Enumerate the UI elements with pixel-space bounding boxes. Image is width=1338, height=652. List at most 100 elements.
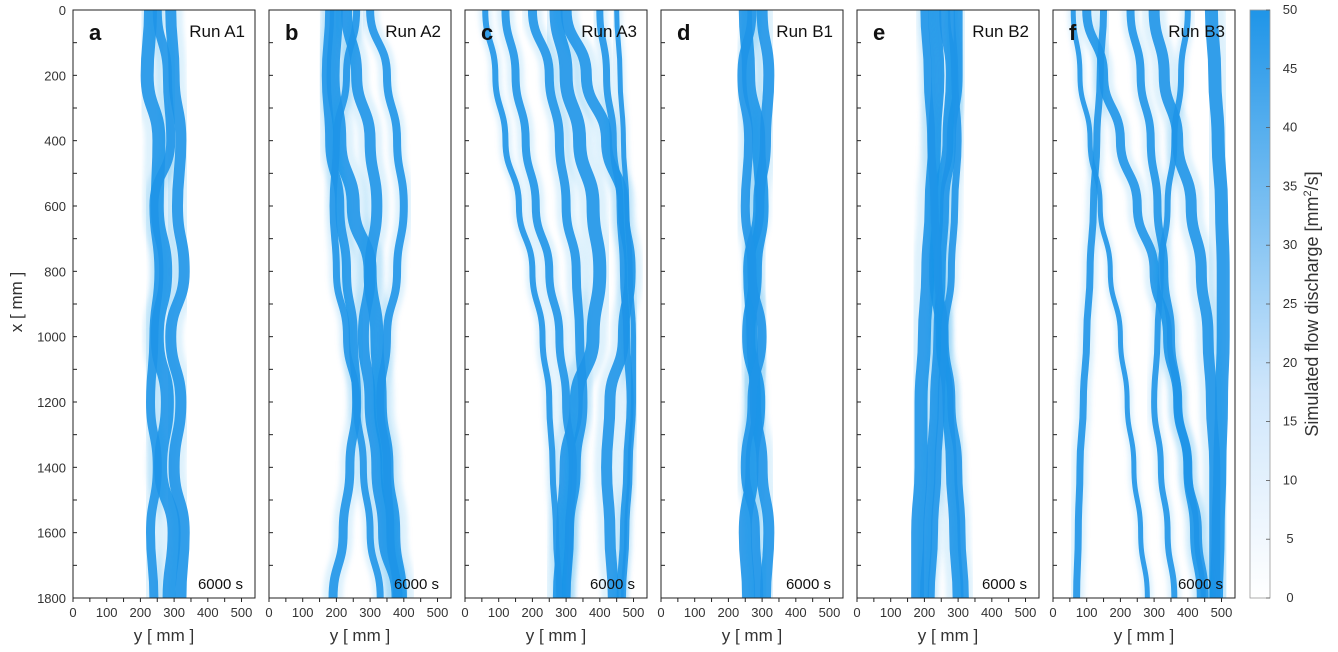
colorbar-tick-label: 15 — [1283, 414, 1297, 429]
y-tick-label: 200 — [914, 605, 936, 620]
y-tick-label: 300 — [359, 605, 381, 620]
panel-e-channels — [903, 10, 974, 598]
panel-time-label: 6000 s — [1178, 576, 1223, 593]
colorbar-tick-label: 35 — [1283, 178, 1297, 193]
y-tick-label: 300 — [751, 605, 773, 620]
channel-strand — [1151, 10, 1191, 598]
panel-run-label: Run B3 — [1168, 22, 1225, 41]
channel-strand — [927, 10, 962, 598]
y-tick-label: 500 — [427, 605, 449, 620]
y-tick-label: 200 — [1110, 605, 1132, 620]
panel-c: 0 100 200 300 400 500 y [ mm ] c Run A3 6000 s — [461, 9, 648, 645]
x-tick-label: 0 — [59, 3, 66, 18]
x-tick-label: 600 — [44, 199, 66, 214]
colorbar-tick-label: 10 — [1283, 472, 1297, 487]
y-tick-label: 100 — [684, 605, 706, 620]
x-tick-label: 1600 — [37, 526, 66, 541]
panel-a-channels — [132, 10, 197, 598]
channel-strand — [366, 10, 408, 598]
panel-letter: b — [285, 20, 298, 45]
channel-strand — [501, 10, 577, 598]
y-tick-label: 100 — [488, 605, 510, 620]
x-axis-ticks: 0 200 400 600 800 1000 1200 1400 1600 1800 — [37, 3, 66, 606]
panel-e: 0 100 200 300 400 500 y [ mm ] e Run B2 6000 s — [853, 9, 1040, 645]
y-tick-label: 0 — [657, 605, 664, 620]
y-tick-label: 200 — [522, 605, 544, 620]
y-tick-label: 300 — [555, 605, 577, 620]
y-tick-label: 400 — [785, 605, 807, 620]
y-tick-label: 0 — [853, 605, 860, 620]
panel-a: 0 100 200 300 400 500 y [ mm ] a Run A1 6000 s — [69, 9, 256, 645]
y-axis-title: y [ mm ] — [1114, 626, 1174, 645]
x-tick-label: 400 — [44, 134, 66, 149]
channel-strand — [329, 10, 384, 598]
y-tick-label: 500 — [1211, 605, 1233, 620]
panel-letter: f — [1069, 20, 1077, 45]
panels: 0 100 200 300 400 500 y [ mm ] a Run A1 6000 s 0 10… — [37, 3, 1236, 645]
y-tick-label: 300 — [1143, 605, 1165, 620]
y-axis-title: y [ mm ] — [526, 626, 586, 645]
channel-strand — [614, 10, 637, 598]
y-tick-label: 400 — [1177, 605, 1199, 620]
channel-strand — [1073, 10, 1108, 598]
colorbar: 0 5 10 15 20 25 30 35 40 45 50 Simulated flow disc… — [1249, 2, 1322, 605]
y-tick-label: 0 — [461, 605, 468, 620]
x-tick-label: 800 — [44, 264, 66, 279]
colorbar-tick-label: 40 — [1283, 120, 1297, 135]
panel-d: 0 100 200 300 400 500 y [ mm ] d Run B1 6000 s — [657, 9, 844, 645]
panel-f: 0 100 200 300 400 500 y [ mm ] f Run B3 6000 s — [1049, 9, 1236, 645]
panel-time-label: 6000 s — [786, 576, 831, 593]
panel-d-channels — [730, 10, 781, 598]
panel-letter: c — [481, 20, 493, 45]
channel-strand — [321, 10, 362, 598]
y-axis-title: y [ mm ] — [918, 626, 978, 645]
panel-f-channels — [1067, 10, 1235, 598]
x-tick-label: 1400 — [37, 460, 66, 475]
panel-c-channels — [478, 10, 643, 598]
y-axis-title: y [ mm ] — [330, 626, 390, 645]
y-tick-label: 400 — [981, 605, 1003, 620]
x-tick-label: 1800 — [37, 591, 66, 606]
y-tick-label: 200 — [718, 605, 740, 620]
y-tick-label: 400 — [197, 605, 219, 620]
y-axis-title: y [ mm ] — [722, 626, 782, 645]
panel-run-label: Run A2 — [385, 22, 441, 41]
colorbar-tick-label: 0 — [1286, 590, 1293, 605]
y-tick-label: 500 — [819, 605, 841, 620]
channel-strand — [737, 10, 767, 598]
colorbar-ticks: 0 5 10 15 20 25 30 35 40 45 50 — [1266, 2, 1297, 605]
y-tick-label: 400 — [589, 605, 611, 620]
y-tick-label: 100 — [1076, 605, 1098, 620]
colorbar-tick-label: 50 — [1283, 2, 1297, 17]
panel-time-label: 6000 s — [394, 576, 439, 593]
y-tick-label: 500 — [623, 605, 645, 620]
panel-time-label: 6000 s — [590, 576, 635, 593]
colorbar-tick-label: 20 — [1283, 355, 1297, 370]
colorbar-tick-label: 45 — [1283, 61, 1297, 76]
x-axis-title: x [ mm ] — [7, 272, 26, 332]
colorbar-label: Simulated flow discharge [mm2/s] — [1302, 171, 1322, 436]
y-tick-label: 0 — [1049, 605, 1056, 620]
colorbar-tick-label: 30 — [1283, 237, 1297, 252]
channel-strand — [482, 10, 563, 598]
x-tick-label: 1200 — [37, 395, 66, 410]
y-tick-label: 100 — [880, 605, 902, 620]
y-tick-label: 400 — [393, 605, 415, 620]
panel-b: 0 100 200 300 400 500 y [ mm ] b Run A2 6000 s — [265, 9, 452, 645]
colorbar-tick-label: 25 — [1283, 296, 1297, 311]
y-tick-label: 200 — [326, 605, 348, 620]
panel-letter: d — [677, 20, 690, 45]
channel-strand — [146, 10, 176, 598]
y-axis-title: y [ mm ] — [134, 626, 194, 645]
panel-b-channels — [316, 10, 415, 598]
panel-run-label: Run A1 — [189, 22, 245, 41]
panel-run-label: Run A3 — [581, 22, 637, 41]
x-tick-label: 1000 — [37, 330, 66, 345]
y-tick-label: 300 — [163, 605, 185, 620]
y-tick-label: 100 — [96, 605, 118, 620]
panel-run-label: Run B2 — [972, 22, 1029, 41]
channel-strand — [1070, 10, 1150, 598]
channel-strand — [1148, 10, 1221, 598]
panel-time-label: 6000 s — [982, 576, 1027, 593]
